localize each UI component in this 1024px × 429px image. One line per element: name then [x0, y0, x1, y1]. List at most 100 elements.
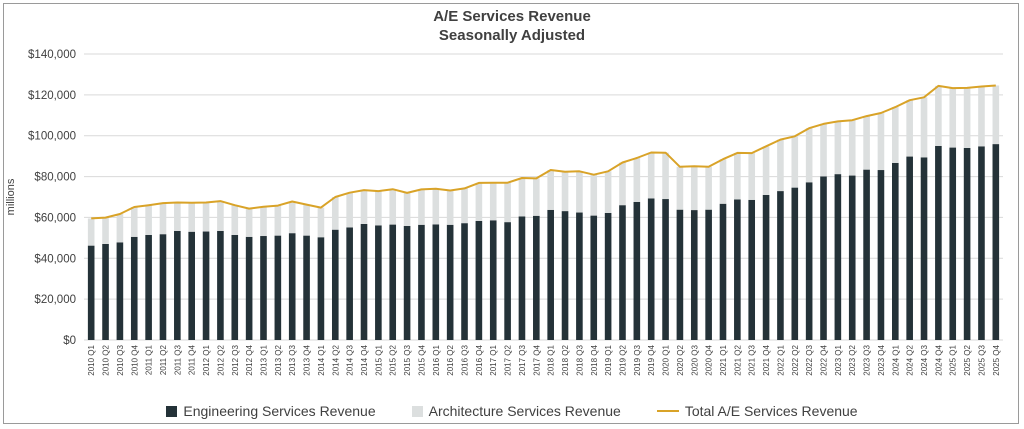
x-tick-label: 2011 Q3 — [173, 344, 182, 375]
x-tick-label: 2020 Q4 — [705, 344, 714, 375]
legend-label-architecture: Architecture Services Revenue — [428, 403, 621, 419]
x-tick-label: 2018 Q4 — [590, 344, 599, 375]
x-tick-label: 2021 Q1 — [719, 344, 728, 375]
bar-architecture — [489, 182, 497, 221]
x-tick-label: 2018 Q1 — [547, 344, 556, 375]
bar-architecture — [504, 182, 511, 223]
bar-architecture — [102, 217, 109, 244]
bar-engineering — [418, 224, 425, 340]
bar-architecture — [159, 203, 167, 235]
bar-engineering — [662, 199, 669, 340]
bar-architecture — [346, 192, 353, 228]
x-tick-label: 2012 Q3 — [231, 344, 240, 375]
bar-architecture — [748, 153, 756, 200]
y-tick-label: $40,000 — [34, 253, 76, 265]
x-tick-label: 2022 Q3 — [805, 344, 814, 375]
bar-engineering — [777, 191, 784, 340]
bar-architecture — [87, 218, 95, 246]
bar-engineering — [604, 212, 612, 340]
bar-engineering — [805, 182, 813, 340]
bar-architecture — [662, 152, 669, 200]
x-tick-label: 2012 Q4 — [245, 344, 254, 375]
x-tick-label: 2014 Q4 — [360, 344, 369, 375]
x-tick-label: 2023 Q2 — [848, 344, 857, 375]
bar-engineering — [619, 205, 626, 340]
bar-architecture — [375, 191, 382, 226]
x-tick-label: 2017 Q3 — [518, 344, 527, 375]
bar-engineering — [892, 162, 899, 340]
x-tick-label: 2019 Q1 — [604, 344, 613, 375]
bar-architecture — [690, 166, 698, 211]
bar-engineering — [288, 233, 296, 340]
bar-architecture — [949, 88, 957, 148]
bar-architecture — [533, 178, 540, 216]
bar-engineering — [734, 199, 741, 340]
x-tick-label: 2015 Q4 — [417, 344, 426, 375]
bar-architecture — [446, 190, 454, 225]
x-tick-label: 2010 Q4 — [130, 344, 139, 375]
bar-engineering — [877, 170, 885, 340]
x-tick-label: 2012 Q1 — [202, 344, 211, 375]
x-tick-label: 2020 Q3 — [690, 344, 699, 375]
bar-engineering — [676, 209, 684, 340]
bar-engineering — [935, 145, 942, 340]
x-tick-label: 2019 Q2 — [618, 344, 627, 375]
x-tick-label: 2017 Q2 — [504, 344, 513, 375]
bar-architecture — [288, 201, 296, 234]
bar-engineering — [159, 234, 167, 340]
bar-engineering — [906, 156, 913, 340]
bar-architecture — [174, 202, 181, 231]
bar-engineering — [590, 215, 598, 340]
total-line — [91, 84, 996, 220]
bar-architecture — [805, 128, 813, 183]
x-tick-label: 2018 Q3 — [575, 344, 584, 375]
bar-engineering — [475, 220, 483, 340]
bar-engineering — [978, 146, 985, 340]
y-tick-label: $80,000 — [34, 172, 76, 184]
bar-architecture — [863, 116, 870, 170]
x-tick-label: 2014 Q1 — [317, 344, 326, 375]
x-tick-label: 2022 Q1 — [776, 344, 785, 375]
x-axis-ticks: 2010 Q1 2010 Q2 2010 Q3 2010 Q4 2011 Q1 2011 … — [87, 344, 1001, 375]
x-tick-label: 2011 Q2 — [159, 344, 168, 375]
bar-engineering — [647, 198, 655, 340]
bar-engineering — [303, 235, 310, 340]
bar-architecture — [547, 170, 554, 210]
bar-engineering — [748, 199, 756, 340]
bar-engineering — [260, 236, 267, 340]
bar-architecture — [303, 204, 310, 236]
bar-engineering — [188, 231, 195, 340]
bar-architecture — [475, 182, 483, 221]
bar-architecture — [676, 166, 684, 210]
bar-architecture — [762, 146, 770, 195]
bar-architecture — [820, 123, 827, 177]
x-tick-label: 2015 Q3 — [403, 344, 412, 375]
bar-architecture — [245, 208, 253, 237]
y-tick-label: $140,000 — [28, 49, 76, 61]
x-tick-label: 2024 Q4 — [934, 344, 943, 375]
x-tick-label: 2022 Q4 — [820, 344, 829, 375]
x-tick-label: 2015 Q1 — [374, 344, 383, 375]
bar-engineering — [331, 229, 339, 340]
x-tick-label: 2020 Q1 — [662, 344, 671, 375]
bar-engineering — [504, 222, 511, 340]
bar-architecture — [906, 100, 913, 157]
x-tick-label: 2012 Q2 — [216, 344, 225, 375]
y-tick-label: $100,000 — [28, 131, 76, 143]
x-tick-label: 2023 Q3 — [863, 344, 872, 375]
bar-engineering — [705, 209, 712, 340]
x-tick-label: 2017 Q4 — [532, 344, 541, 375]
x-tick-label: 2010 Q2 — [102, 344, 111, 375]
x-tick-label: 2023 Q4 — [877, 344, 886, 375]
bar-engineering — [791, 187, 799, 340]
bar-engineering — [461, 223, 468, 340]
bar-engineering — [489, 220, 497, 340]
bar-engineering — [863, 169, 870, 340]
x-tick-label: 2023 Q1 — [834, 344, 843, 375]
x-tick-label: 2015 Q2 — [389, 344, 398, 375]
bar-engineering — [576, 212, 583, 340]
x-tick-label: 2024 Q2 — [906, 344, 915, 375]
x-tick-label: 2021 Q3 — [748, 344, 757, 375]
bar-engineering — [102, 243, 109, 340]
bar-engineering — [848, 175, 856, 340]
